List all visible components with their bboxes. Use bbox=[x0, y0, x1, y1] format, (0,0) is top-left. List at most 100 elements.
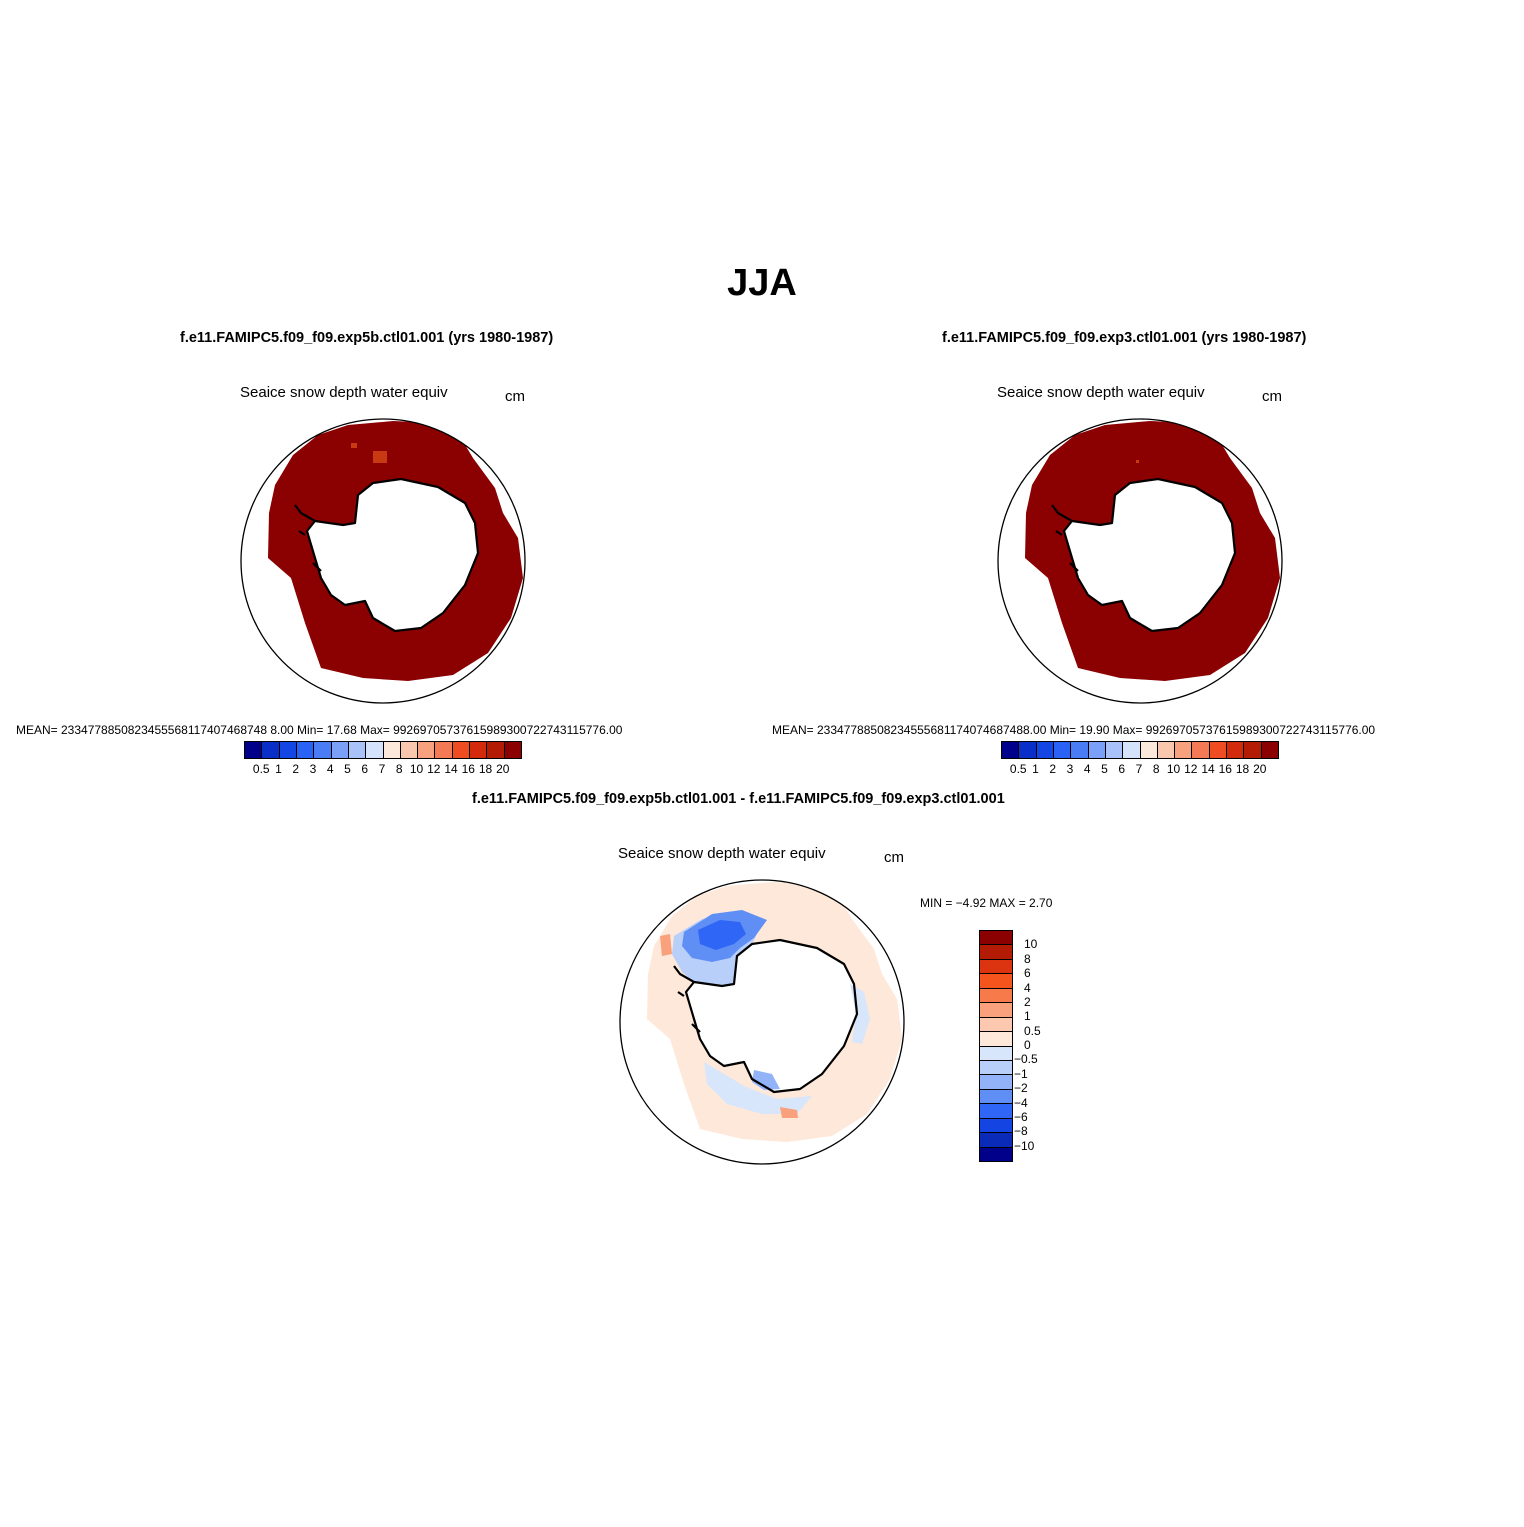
colorbar-swatch bbox=[980, 1046, 1012, 1061]
colorbar-swatch bbox=[980, 945, 1012, 960]
colorbar-swatch bbox=[980, 931, 1012, 946]
panel-2-stats: MEAN= 23347788508234555681174074687488.0… bbox=[772, 723, 1376, 737]
colorbar-tick-label: 12 bbox=[427, 762, 441, 776]
panel-3-variable-label: Seaice snow depth water equiv bbox=[618, 845, 826, 862]
colorbar-tick-label: 8 bbox=[395, 762, 403, 776]
panel-1-variable-label: Seaice snow depth water equiv bbox=[240, 384, 448, 401]
colorbar-swatch bbox=[1053, 742, 1072, 758]
colorbar-tick-label: 20 bbox=[1253, 762, 1267, 776]
colorbar-swatch bbox=[296, 742, 315, 758]
colorbar-tick-label: 4 bbox=[1083, 762, 1091, 776]
panel-3-neg-anomaly-ring-south bbox=[704, 1062, 812, 1114]
colorbar-swatch bbox=[980, 1133, 1012, 1148]
colorbar-swatch bbox=[366, 742, 384, 758]
colorbar-tick-label: −1 bbox=[1014, 1066, 1028, 1081]
panel-3-neg-anomaly-ross bbox=[752, 1070, 780, 1090]
panel-2-seaice-field bbox=[1025, 421, 1280, 681]
colorbar-swatch bbox=[1157, 742, 1176, 758]
colorbar-swatch bbox=[1071, 742, 1089, 758]
colorbar-swatch bbox=[470, 742, 488, 758]
panel-3-pos-anomaly-1 bbox=[660, 934, 672, 956]
colorbar-tick-label: 2 bbox=[1024, 994, 1031, 1009]
panel-3-map bbox=[619, 879, 905, 1165]
colorbar-swatch bbox=[1036, 742, 1054, 758]
colorbar-swatch bbox=[980, 1032, 1012, 1047]
colorbar-tick-label: 4 bbox=[326, 762, 334, 776]
panel-2-colorbar-labels: 0.5 1 2 3 4 5 6 7 8 10 12 14 16 18 20 bbox=[1001, 762, 1277, 776]
panel-3-pos-anomaly-2 bbox=[780, 1107, 798, 1118]
panel-3-neg-anomaly-strong bbox=[698, 920, 746, 950]
panel-2-map bbox=[997, 418, 1283, 704]
colorbar-tick-label: 10 bbox=[1166, 762, 1181, 776]
colorbar-swatch bbox=[980, 959, 1012, 975]
colorbar-swatch bbox=[262, 742, 280, 758]
colorbar-tick-label: 18 bbox=[1235, 762, 1250, 776]
colorbar-tick-label: 1 bbox=[1024, 1009, 1031, 1024]
colorbar-tick-label: 5 bbox=[344, 762, 351, 776]
colorbar-swatch bbox=[487, 742, 505, 758]
panel-3-antarctica-coastline bbox=[673, 938, 859, 1094]
colorbar-tick-label: −0.5 bbox=[1014, 1052, 1038, 1067]
colorbar-tick-label: 0 bbox=[1024, 1038, 1031, 1052]
colorbar-tick-label: 16 bbox=[461, 762, 475, 776]
colorbar-swatch bbox=[1209, 742, 1228, 758]
colorbar-tick-label: 20 bbox=[496, 762, 510, 776]
panel-3-units-label: cm bbox=[884, 849, 904, 866]
colorbar-swatch bbox=[980, 1075, 1012, 1090]
colorbar-tick-label: −8 bbox=[1014, 1124, 1028, 1139]
panel-1-colorbar-labels: 0.5 1 2 3 4 5 6 7 8 10 12 14 16 18 20 bbox=[244, 762, 520, 776]
colorbar-tick-label: 14 bbox=[1201, 762, 1215, 776]
colorbar-tick-label: −6 bbox=[1014, 1109, 1028, 1124]
panel-1-units-label: cm bbox=[505, 388, 525, 405]
colorbar-tick-label: 2 bbox=[1049, 762, 1057, 776]
colorbar-tick-label: 7 bbox=[1135, 762, 1143, 776]
colorbar-tick-label: 10 bbox=[1024, 937, 1038, 952]
colorbar-tick-label: 14 bbox=[444, 762, 458, 776]
colorbar-swatch bbox=[1019, 742, 1037, 758]
colorbar-swatch bbox=[980, 1017, 1012, 1033]
colorbar-tick-label: 0.5 bbox=[1009, 762, 1027, 776]
panel-1-map bbox=[240, 418, 526, 704]
colorbar-tick-label: 4 bbox=[1024, 980, 1031, 995]
colorbar-tick-label: 3 bbox=[1066, 762, 1074, 776]
colorbar-swatch bbox=[1002, 742, 1020, 758]
colorbar-tick-label: 18 bbox=[478, 762, 493, 776]
colorbar-swatch bbox=[348, 742, 367, 758]
colorbar-swatch bbox=[331, 742, 349, 758]
panel-1-map-boundary bbox=[240, 418, 526, 704]
panel-2-antarctica-coastline bbox=[1051, 477, 1237, 633]
colorbar-tick-label: −4 bbox=[1014, 1095, 1028, 1110]
colorbar-swatch bbox=[1227, 742, 1245, 758]
colorbar-swatch bbox=[400, 742, 419, 758]
colorbar-swatch bbox=[980, 988, 1012, 1004]
colorbar-tick-label: 5 bbox=[1101, 762, 1108, 776]
panel-1-colorbar bbox=[244, 741, 522, 759]
panel-3-minmax: MIN = −4.92 MAX = 2.70 bbox=[920, 896, 1053, 910]
colorbar-swatch bbox=[980, 1104, 1012, 1119]
colorbar-swatch bbox=[980, 1060, 1012, 1076]
panel-1-stats: MEAN= 2334778850823455568117407468748 8.… bbox=[16, 723, 623, 737]
colorbar-swatch bbox=[245, 742, 263, 758]
panel-1-seaice-field bbox=[268, 421, 523, 681]
colorbar-swatch bbox=[1088, 742, 1106, 758]
panel-2-colorbar bbox=[1001, 741, 1279, 759]
colorbar-tick-label: 1 bbox=[275, 762, 282, 776]
colorbar-swatch bbox=[1175, 742, 1193, 758]
colorbar-tick-label: 7 bbox=[378, 762, 386, 776]
panel-1-speck-2 bbox=[351, 443, 357, 448]
panel-1-antarctica-coastline bbox=[294, 477, 480, 633]
figure-title: JJA bbox=[727, 262, 797, 304]
colorbar-swatch bbox=[435, 742, 453, 758]
panel-3-map-boundary bbox=[619, 879, 905, 1165]
colorbar-swatch bbox=[1105, 742, 1124, 758]
panel-3-colorbar bbox=[979, 930, 1013, 1162]
colorbar-tick-label: 0.5 bbox=[252, 762, 270, 776]
colorbar-tick-label: 6 bbox=[361, 762, 369, 776]
colorbar-tick-label: 3 bbox=[309, 762, 317, 776]
colorbar-tick-label: 8 bbox=[1024, 951, 1031, 966]
colorbar-swatch bbox=[314, 742, 332, 758]
colorbar-tick-label: 2 bbox=[292, 762, 300, 776]
colorbar-swatch bbox=[1261, 742, 1278, 758]
panel-2-speck bbox=[1136, 460, 1139, 463]
colorbar-swatch bbox=[452, 742, 471, 758]
